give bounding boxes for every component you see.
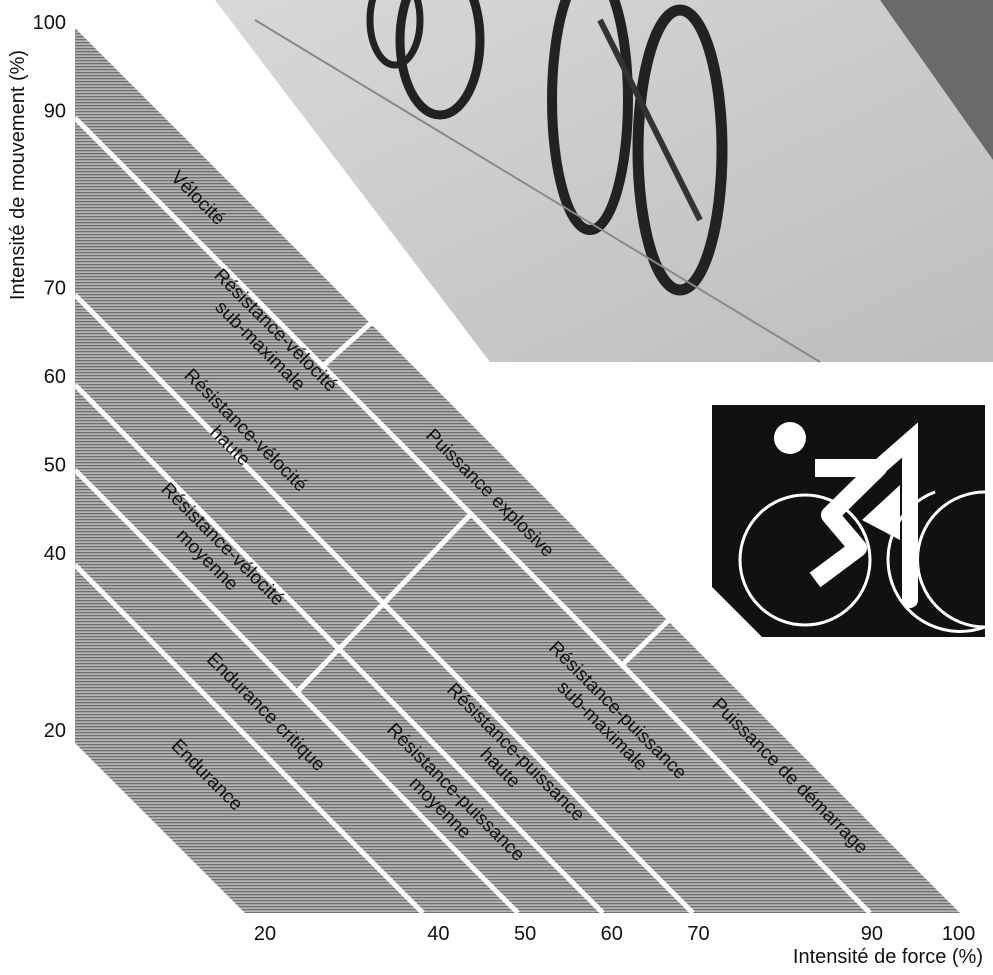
photo: [215, 0, 993, 363]
y-tick-label: 20: [44, 720, 66, 742]
y-axis-title: Intensité de mouvement (%): [7, 50, 29, 300]
x-tick-label: 70: [687, 923, 709, 945]
x-tick-label: 50: [514, 923, 536, 945]
x-tick-label: 90: [861, 923, 883, 945]
zone-field: [73, 28, 960, 915]
x-tick-label: 100: [942, 923, 975, 945]
pictogram: [712, 405, 986, 637]
y-tick-label: 40: [44, 543, 66, 565]
y-tick-label: 100: [33, 12, 66, 34]
y-tick-label: 70: [44, 278, 66, 300]
x-tick-label: 60: [601, 923, 623, 945]
y-tick-label: 90: [44, 101, 66, 123]
y-tick-label: 50: [44, 455, 66, 477]
x-tick-label: 40: [427, 923, 449, 945]
y-tick-label: 60: [44, 366, 66, 388]
x-axis-title: Intensité de force (%): [793, 946, 983, 968]
x-tick-label: 20: [254, 923, 276, 945]
